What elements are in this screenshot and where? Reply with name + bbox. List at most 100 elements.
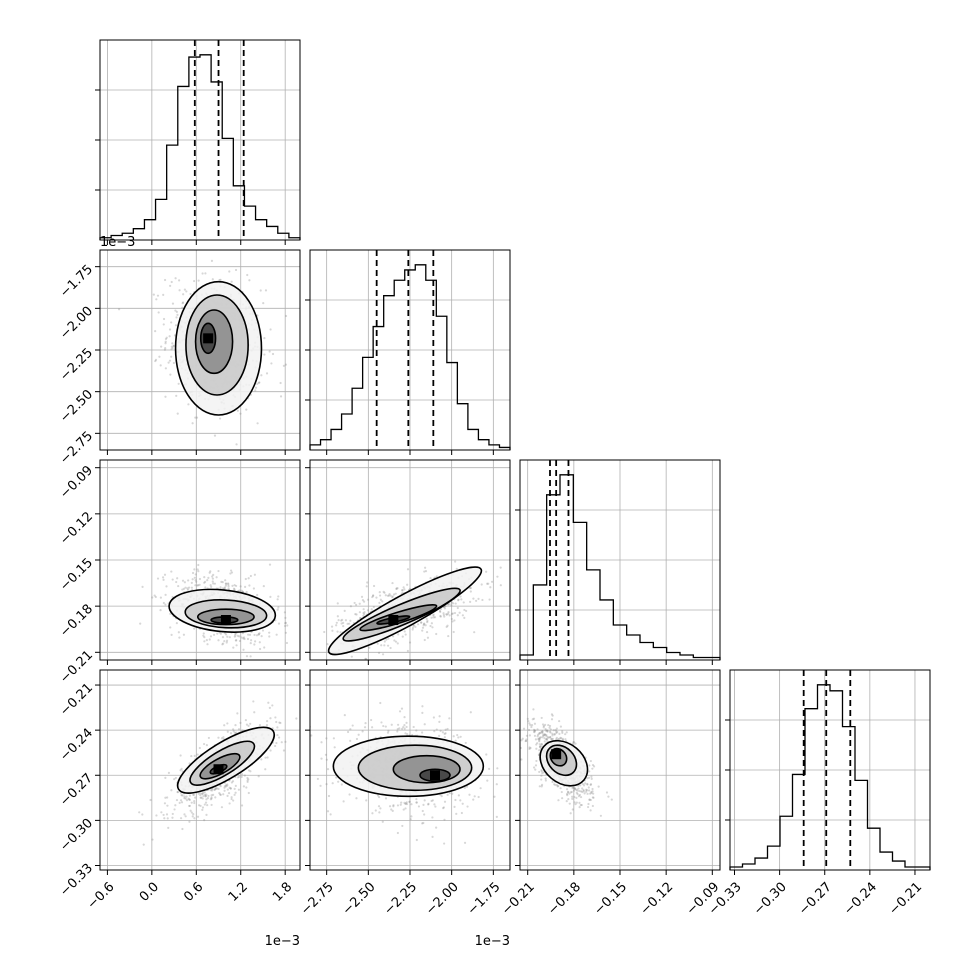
sample-point (529, 723, 532, 727)
sample-point (578, 789, 581, 793)
sample-point (572, 741, 576, 744)
sample-point (486, 779, 489, 782)
sample-point (192, 813, 195, 816)
sample-point (220, 737, 224, 740)
sample-point (174, 776, 177, 780)
sample-point (225, 582, 228, 585)
sample-point (579, 795, 583, 799)
sample-point (236, 634, 239, 637)
sample-point (536, 733, 540, 736)
sample-point (249, 722, 252, 725)
sample-point (355, 737, 359, 741)
sample-point (343, 609, 346, 612)
sample-point (229, 572, 232, 575)
sample-point (224, 579, 227, 582)
sample-point (555, 738, 558, 741)
sample-point (159, 364, 162, 367)
sample-point (282, 364, 286, 367)
sample-point (177, 631, 180, 634)
density-peak (213, 764, 224, 775)
sample-point (182, 587, 186, 590)
sample-point (326, 767, 330, 771)
sample-point (584, 782, 587, 785)
sample-point (541, 723, 545, 726)
sample-point (168, 335, 171, 338)
sample-point (193, 279, 196, 283)
sample-point (424, 570, 428, 573)
sample-point (463, 841, 467, 844)
sample-point (533, 722, 537, 725)
sample-point (560, 737, 563, 740)
sample-point (171, 342, 174, 345)
sample-point (378, 811, 381, 814)
sample-point (234, 639, 237, 642)
sample-point (246, 779, 249, 782)
sample-point (227, 585, 230, 588)
sample-point (372, 594, 375, 597)
sample-point (194, 416, 197, 419)
sample-point (538, 749, 541, 752)
sample-point (415, 801, 418, 804)
sample-point (162, 601, 165, 605)
sample-point (217, 736, 220, 739)
y-tick-label: −0.24 (57, 726, 96, 765)
sample-point (229, 787, 232, 790)
sample-point (256, 382, 259, 385)
sample-point (421, 731, 424, 734)
sample-point (197, 279, 200, 282)
sample-point (191, 422, 194, 425)
sample-point (340, 622, 343, 625)
sample-point (201, 808, 204, 811)
sample-point (247, 577, 250, 580)
sample-point (176, 313, 179, 317)
sample-point (269, 717, 272, 720)
sample-point (155, 298, 158, 301)
sample-point (229, 732, 233, 735)
sample-point (222, 736, 225, 739)
sample-point (258, 632, 261, 635)
sample-point (271, 352, 275, 356)
sample-point (528, 734, 531, 737)
sample-point (205, 744, 208, 747)
sample-point (117, 308, 121, 311)
sample-point (333, 746, 336, 749)
sample-point (581, 790, 584, 794)
sample-point (335, 621, 338, 624)
sample-point (274, 716, 277, 719)
sample-point (463, 616, 466, 619)
sample-point (255, 634, 259, 637)
x-tick-label: −0.24 (841, 880, 880, 919)
sample-point (237, 788, 241, 791)
sample-point (364, 722, 367, 725)
sample-point (538, 785, 541, 788)
sample-point (485, 753, 488, 756)
sample-point (161, 576, 165, 579)
sample-point (172, 361, 175, 365)
sample-point (203, 640, 206, 643)
sample-point (210, 803, 213, 807)
sample-point (242, 648, 245, 651)
sample-point (268, 706, 271, 710)
sample-point (354, 612, 357, 616)
y-tick-label: −2.75 (57, 429, 96, 468)
sample-point (450, 612, 454, 616)
sample-point (396, 587, 399, 590)
sample-point (490, 580, 494, 583)
sample-point (254, 389, 257, 392)
sample-point (468, 587, 472, 590)
sample-point (592, 796, 595, 799)
sample-point (172, 344, 175, 348)
sample-point (409, 818, 412, 821)
sample-point (404, 732, 407, 735)
sample-point (224, 784, 228, 787)
sample-point (319, 784, 322, 787)
sample-point (151, 596, 154, 599)
sample-point (361, 598, 365, 602)
sample-point (559, 725, 562, 728)
x-axis-2: −2.75 −2.50 −2.25 −2.00 −1.75 1e−3 (298, 880, 510, 949)
sample-point (336, 615, 339, 618)
sample-point (174, 309, 177, 312)
sample-point (268, 563, 272, 566)
sample-point (499, 584, 502, 587)
